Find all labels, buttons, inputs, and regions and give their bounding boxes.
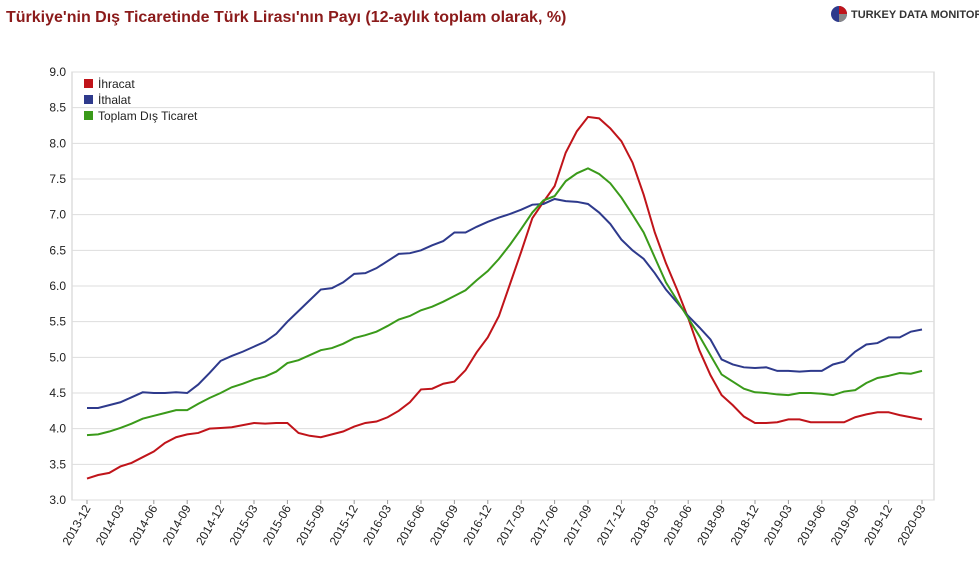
x-tick-label: 2015-09 (293, 502, 327, 547)
x-tick-label: 2016-09 (427, 502, 461, 547)
x-tick-label: 2014-06 (126, 502, 160, 547)
x-tick-label: 2020-03 (894, 502, 928, 547)
x-tick-label: 2017-09 (560, 502, 594, 547)
y-tick-label: 9.0 (49, 65, 66, 79)
series-line (87, 197, 923, 409)
y-tick-label: 4.0 (49, 422, 66, 436)
x-tick-label: 2015-03 (226, 502, 260, 547)
x-tick-label: 2014-12 (193, 502, 227, 547)
x-tick-label: 2018-06 (661, 502, 695, 547)
x-tick-label: 2016-12 (460, 502, 494, 547)
legend-swatch (84, 111, 93, 120)
x-tick-label: 2015-06 (260, 502, 294, 547)
x-tick-label: 2014-09 (160, 502, 194, 547)
x-tick-label: 2018-03 (627, 502, 661, 547)
x-tick-label: 2016-06 (393, 502, 427, 547)
legend-label: İthalat (98, 93, 131, 107)
x-tick-label: 2014-03 (93, 502, 127, 547)
x-tick-label: 2017-03 (494, 502, 528, 547)
logo-icon-slice (839, 14, 847, 22)
y-tick-label: 4.5 (49, 386, 66, 400)
y-tick-label: 3.0 (49, 493, 66, 507)
x-tick-label: 2019-12 (861, 502, 895, 547)
legend-label: Toplam Dış Ticaret (98, 109, 198, 123)
x-tick-label: 2019-06 (794, 502, 828, 547)
logo-icon-slice (839, 6, 847, 14)
legend-swatch (84, 79, 93, 88)
x-tick-label: 2017-12 (594, 502, 628, 547)
y-tick-label: 3.5 (49, 457, 66, 471)
x-tick-label: 2018-12 (727, 502, 761, 547)
x-tick-label: 2017-06 (527, 502, 561, 547)
x-tick-label: 2019-03 (761, 502, 795, 547)
y-tick-label: 5.0 (49, 350, 66, 364)
x-tick-label: 2015-12 (327, 502, 361, 547)
logo: TURKEY DATA MONITOR (831, 6, 979, 22)
y-tick-label: 7.0 (49, 208, 66, 222)
series-line (86, 167, 923, 437)
x-tick-label: 2018-09 (694, 502, 728, 547)
y-tick-label: 8.5 (49, 101, 66, 115)
y-tick-label: 6.0 (49, 279, 66, 293)
x-tick-label: 2016-03 (360, 502, 394, 547)
legend-label: İhracat (98, 77, 135, 91)
x-tick-label: 2019-09 (828, 502, 862, 547)
logo-text: TURKEY DATA MONITOR (851, 9, 979, 21)
series-line (86, 115, 923, 480)
y-tick-label: 6.5 (49, 243, 66, 257)
chart-title: Türkiye'nin Dış Ticaretinde Türk Lirası'… (6, 9, 566, 26)
x-tick-label: 2013-12 (59, 502, 93, 547)
y-tick-label: 8.0 (49, 136, 66, 150)
y-tick-label: 7.5 (49, 172, 66, 186)
legend-swatch (84, 95, 93, 104)
y-tick-label: 5.5 (49, 315, 66, 329)
